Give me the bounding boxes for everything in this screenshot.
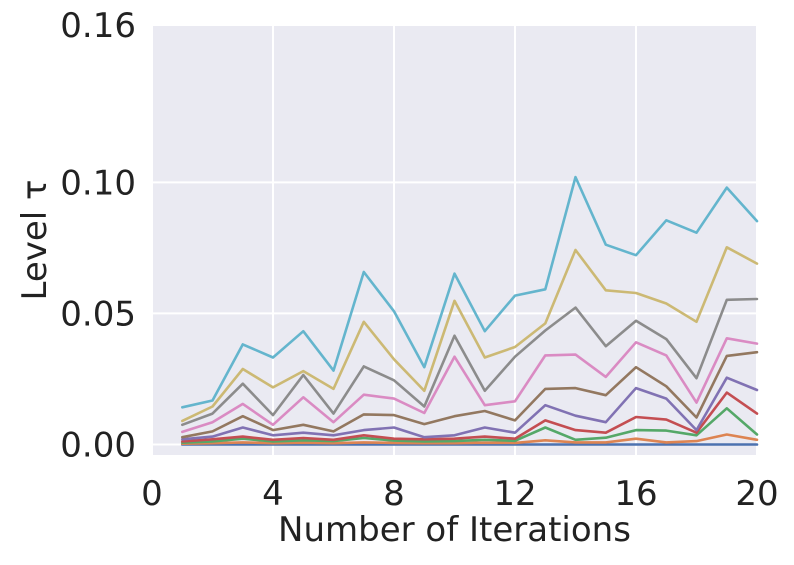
series-line-2 — [181, 433, 759, 446]
series-line-7 — [181, 336, 759, 434]
series-line-5 — [181, 376, 759, 441]
x-tick-label: 4 — [262, 474, 284, 514]
x-axis-label: Number of Iterations — [278, 510, 631, 550]
x-tick-label: 20 — [735, 474, 778, 514]
x-tick-label: 12 — [493, 474, 536, 514]
series-line-3 — [181, 406, 759, 445]
series-line-10 — [181, 175, 759, 409]
series-line-4 — [181, 391, 759, 443]
y-tick-label: 0.05 — [60, 294, 136, 334]
series-lines — [181, 175, 759, 446]
tick-labels: 0 4 8 12 16 20 0.00 0.05 0.10 0.16 — [60, 6, 778, 514]
y-axis-label: Level τ — [15, 179, 55, 300]
x-tick-label: 8 — [383, 474, 405, 514]
y-tick-label: 0.16 — [60, 6, 136, 46]
y-tick-label: 0.10 — [60, 163, 136, 203]
plot-area — [152, 25, 757, 455]
y-tick-label: 0.00 — [60, 426, 136, 466]
series-line-8 — [181, 297, 759, 427]
series-line-6 — [181, 350, 759, 439]
x-tick-label: 0 — [141, 474, 163, 514]
series-line-9 — [181, 246, 759, 423]
x-tick-label: 16 — [614, 474, 657, 514]
